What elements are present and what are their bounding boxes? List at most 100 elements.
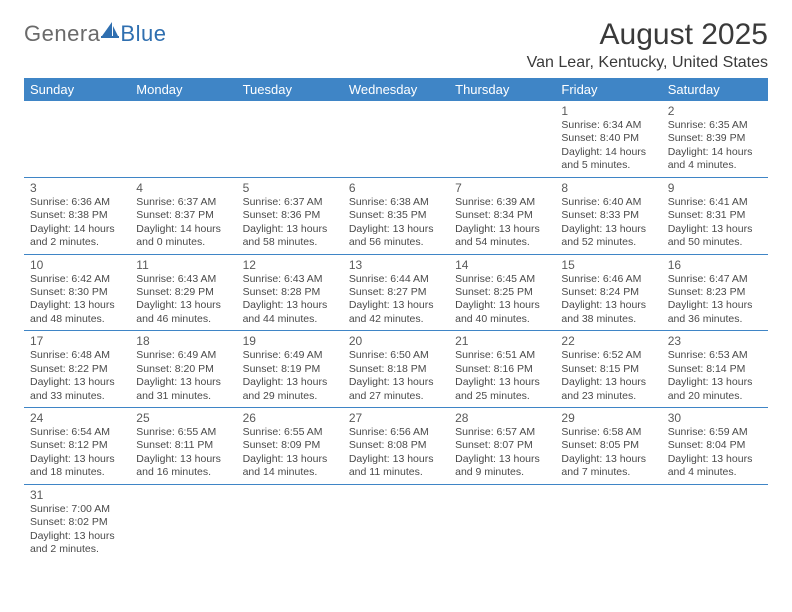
logo-text-2: Blue [120,21,166,47]
day-detail-line: Sunrise: 6:37 AM [243,196,337,209]
day-detail-line: and 48 minutes. [30,313,124,326]
day-cell-empty [130,485,236,561]
day-number: 17 [30,334,124,348]
day-number: 12 [243,258,337,272]
day-cell: 11Sunrise: 6:43 AMSunset: 8:29 PMDayligh… [130,255,236,331]
day-detail-line: Sunset: 8:40 PM [561,132,655,145]
day-number: 9 [668,181,762,195]
day-detail-line: Sunset: 8:22 PM [30,363,124,376]
dow-thursday: Thursday [449,78,555,101]
sail-icon [101,18,119,44]
day-detail-line: Sunrise: 6:36 AM [30,196,124,209]
day-detail-line: Sunrise: 6:51 AM [455,349,549,362]
day-detail-line: and 9 minutes. [455,466,549,479]
day-detail-line: Sunset: 8:19 PM [243,363,337,376]
day-detail-line: and 14 minutes. [243,466,337,479]
day-detail-line: Sunset: 8:33 PM [561,209,655,222]
day-cell: 6Sunrise: 6:38 AMSunset: 8:35 PMDaylight… [343,178,449,254]
day-number: 7 [455,181,549,195]
day-cell: 13Sunrise: 6:44 AMSunset: 8:27 PMDayligh… [343,255,449,331]
day-detail-line: Sunrise: 6:37 AM [136,196,230,209]
day-cell: 4Sunrise: 6:37 AMSunset: 8:37 PMDaylight… [130,178,236,254]
day-detail-line: Sunset: 8:20 PM [136,363,230,376]
day-detail-line: Sunset: 8:28 PM [243,286,337,299]
week-row: 3Sunrise: 6:36 AMSunset: 8:38 PMDaylight… [24,178,768,255]
day-detail-line: Daylight: 13 hours [243,223,337,236]
day-detail-line: Sunset: 8:07 PM [455,439,549,452]
day-detail-line: Sunrise: 6:58 AM [561,426,655,439]
day-cell-empty [343,101,449,177]
day-detail-line: Sunset: 8:12 PM [30,439,124,452]
day-detail-line: and 20 minutes. [668,390,762,403]
day-cell-empty [449,485,555,561]
dow-sunday: Sunday [24,78,130,101]
day-cell: 29Sunrise: 6:58 AMSunset: 8:05 PMDayligh… [555,408,661,484]
day-detail-line: Daylight: 13 hours [30,376,124,389]
day-number: 14 [455,258,549,272]
day-detail-line: Sunset: 8:23 PM [668,286,762,299]
day-cell: 30Sunrise: 6:59 AMSunset: 8:04 PMDayligh… [662,408,768,484]
day-detail-line: Daylight: 13 hours [561,376,655,389]
title-block: August 2025 Van Lear, Kentucky, United S… [527,18,768,72]
month-title: August 2025 [527,18,768,52]
day-detail-line: Sunrise: 6:48 AM [30,349,124,362]
day-detail-line: Daylight: 13 hours [455,223,549,236]
day-detail-line: and 4 minutes. [668,466,762,479]
day-cell: 24Sunrise: 6:54 AMSunset: 8:12 PMDayligh… [24,408,130,484]
dow-friday: Friday [555,78,661,101]
day-detail-line: and 2 minutes. [30,543,124,556]
day-detail-line: and 54 minutes. [455,236,549,249]
day-detail-line: Daylight: 13 hours [136,376,230,389]
day-detail-line: Sunset: 8:27 PM [349,286,443,299]
day-detail-line: Daylight: 13 hours [668,223,762,236]
header: Genera Blue August 2025 Van Lear, Kentuc… [24,18,768,72]
day-cell: 16Sunrise: 6:47 AMSunset: 8:23 PMDayligh… [662,255,768,331]
day-cell: 14Sunrise: 6:45 AMSunset: 8:25 PMDayligh… [449,255,555,331]
day-detail-line: Daylight: 13 hours [455,453,549,466]
day-cell-empty [237,101,343,177]
day-cell-empty [555,485,661,561]
day-detail-line: Daylight: 13 hours [561,299,655,312]
day-cell: 7Sunrise: 6:39 AMSunset: 8:34 PMDaylight… [449,178,555,254]
day-number: 2 [668,104,762,118]
day-detail-line: Sunrise: 6:49 AM [243,349,337,362]
week-row: 17Sunrise: 6:48 AMSunset: 8:22 PMDayligh… [24,331,768,408]
day-detail-line: Daylight: 14 hours [30,223,124,236]
day-number: 15 [561,258,655,272]
day-detail-line: Sunrise: 7:00 AM [30,503,124,516]
day-detail-line: Sunrise: 6:50 AM [349,349,443,362]
day-detail-line: Sunrise: 6:39 AM [455,196,549,209]
day-detail-line: and 18 minutes. [30,466,124,479]
day-detail-line: Sunrise: 6:38 AM [349,196,443,209]
day-cell: 5Sunrise: 6:37 AMSunset: 8:36 PMDaylight… [237,178,343,254]
logo: Genera Blue [24,18,166,47]
day-detail-line: and 38 minutes. [561,313,655,326]
day-detail-line: Daylight: 13 hours [349,299,443,312]
day-detail-line: Sunrise: 6:43 AM [243,273,337,286]
day-cell: 19Sunrise: 6:49 AMSunset: 8:19 PMDayligh… [237,331,343,407]
day-detail-line: and 44 minutes. [243,313,337,326]
dow-wednesday: Wednesday [343,78,449,101]
day-number: 26 [243,411,337,425]
day-detail-line: Sunset: 8:37 PM [136,209,230,222]
day-detail-line: and 46 minutes. [136,313,230,326]
day-detail-line: Sunrise: 6:45 AM [455,273,549,286]
day-detail-line: Daylight: 13 hours [455,376,549,389]
day-detail-line: Sunset: 8:08 PM [349,439,443,452]
day-cell: 25Sunrise: 6:55 AMSunset: 8:11 PMDayligh… [130,408,236,484]
day-cell: 22Sunrise: 6:52 AMSunset: 8:15 PMDayligh… [555,331,661,407]
day-detail-line: Sunset: 8:09 PM [243,439,337,452]
day-detail-line: Daylight: 13 hours [30,299,124,312]
day-number: 30 [668,411,762,425]
day-number: 27 [349,411,443,425]
week-row: 1Sunrise: 6:34 AMSunset: 8:40 PMDaylight… [24,101,768,178]
day-detail-line: and 50 minutes. [668,236,762,249]
day-cell-empty [130,101,236,177]
day-number: 13 [349,258,443,272]
day-detail-line: Daylight: 13 hours [30,453,124,466]
day-detail-line: and 56 minutes. [349,236,443,249]
day-number: 31 [30,488,124,502]
day-cell: 23Sunrise: 6:53 AMSunset: 8:14 PMDayligh… [662,331,768,407]
day-detail-line: and 0 minutes. [136,236,230,249]
dow-tuesday: Tuesday [237,78,343,101]
